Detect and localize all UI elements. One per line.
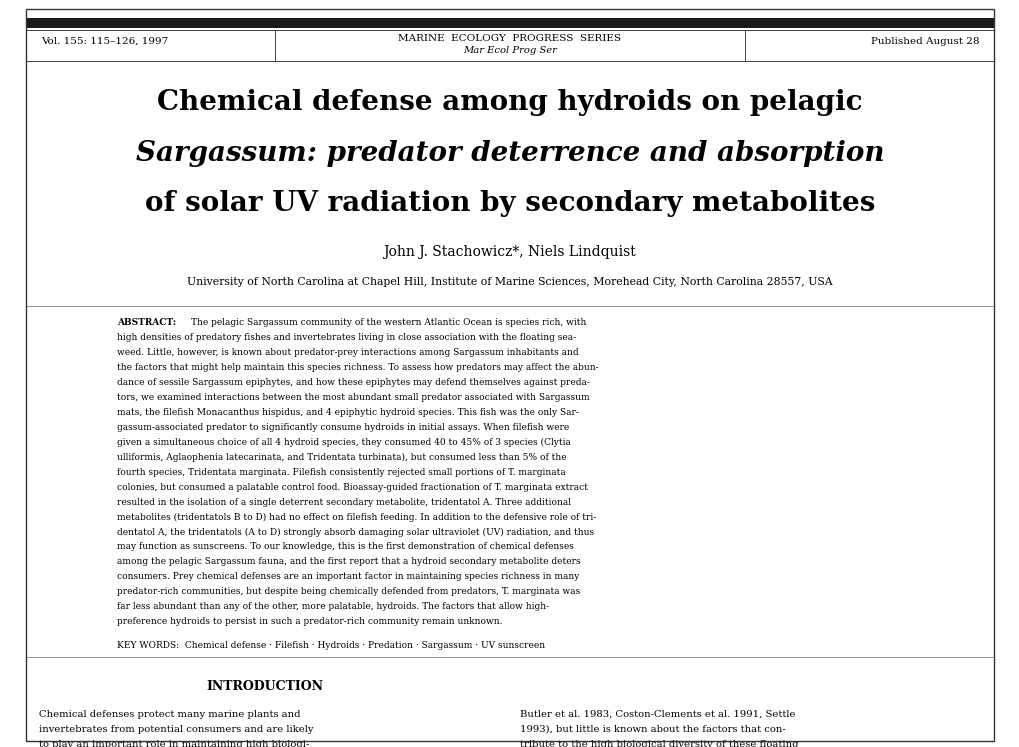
- Text: ulliformis, Aglaophenia latecarinata, and Tridentata turbinata), but consumed le: ulliformis, Aglaophenia latecarinata, an…: [117, 453, 567, 462]
- Text: weed. Little, however, is known about predator-prey interactions among Sargassum: weed. Little, however, is known about pr…: [117, 348, 579, 357]
- Text: Sargassum: predator deterrence and absorption: Sargassum: predator deterrence and absor…: [136, 140, 883, 167]
- Text: resulted in the isolation of a single deterrent secondary metabolite, tridentato: resulted in the isolation of a single de…: [117, 498, 571, 506]
- Text: the factors that might help maintain this species richness. To assess how predat: the factors that might help maintain thi…: [117, 363, 598, 372]
- Text: may function as sunscreens. To our knowledge, this is the first demonstration of: may function as sunscreens. To our knowl…: [117, 542, 574, 551]
- Text: dentatol A, the tridentatols (A to D) strongly absorb damaging solar ultraviolet: dentatol A, the tridentatols (A to D) st…: [117, 527, 594, 536]
- Text: mats, the filefish Monacanthus hispidus, and 4 epiphytic hydroid species. This f: mats, the filefish Monacanthus hispidus,…: [117, 408, 579, 417]
- Text: gassum-associated predator to significantly consume hydroids in initial assays. : gassum-associated predator to significan…: [117, 423, 569, 432]
- Text: dance of sessile Sargassum epiphytes, and how these epiphytes may defend themsel: dance of sessile Sargassum epiphytes, an…: [117, 378, 590, 387]
- Text: given a simultaneous choice of all 4 hydroid species, they consumed 40 to 45% of: given a simultaneous choice of all 4 hyd…: [117, 438, 571, 447]
- Text: high densities of predatory fishes and invertebrates living in close association: high densities of predatory fishes and i…: [117, 333, 576, 342]
- Text: colonies, but consumed a palatable control food. Bioassay-guided fractionation o: colonies, but consumed a palatable contr…: [117, 483, 588, 492]
- Text: INTRODUCTION: INTRODUCTION: [207, 680, 323, 692]
- Text: far less abundant than any of the other, more palatable, hydroids. The factors t: far less abundant than any of the other,…: [117, 602, 549, 611]
- Text: John J. Stachowicz*, Niels Lindquist: John J. Stachowicz*, Niels Lindquist: [383, 246, 636, 259]
- Text: ABSTRACT:: ABSTRACT:: [117, 318, 176, 327]
- FancyBboxPatch shape: [25, 18, 994, 28]
- Text: 1993), but little is known about the factors that con-: 1993), but little is known about the fac…: [520, 725, 786, 734]
- Text: metabolites (tridentatols B to D) had no effect on filefish feeding. In addition: metabolites (tridentatols B to D) had no…: [117, 512, 596, 521]
- Text: MARINE  ECOLOGY  PROGRESS  SERIES: MARINE ECOLOGY PROGRESS SERIES: [398, 34, 621, 43]
- Text: Vol. 155: 115–126, 1997: Vol. 155: 115–126, 1997: [41, 37, 168, 46]
- Text: among the pelagic Sargassum fauna, and the first report that a hydroid secondary: among the pelagic Sargassum fauna, and t…: [117, 557, 581, 566]
- Text: fourth species, Tridentata marginata. Filefish consistently rejected small porti: fourth species, Tridentata marginata. Fi…: [117, 468, 566, 477]
- Text: Mar Ecol Prog Ser: Mar Ecol Prog Ser: [463, 46, 556, 55]
- Text: tribute to the high biological diversity of these floating: tribute to the high biological diversity…: [520, 740, 798, 747]
- Text: The pelagic Sargassum community of the western Atlantic Ocean is species rich, w: The pelagic Sargassum community of the w…: [191, 318, 586, 327]
- Text: Published August 28: Published August 28: [870, 37, 978, 46]
- Text: of solar UV radiation by secondary metabolites: of solar UV radiation by secondary metab…: [145, 190, 874, 217]
- Text: predator-rich communities, but despite being chemically defended from predators,: predator-rich communities, but despite b…: [117, 587, 580, 596]
- Text: tors, we examined interactions between the most abundant small predator associat: tors, we examined interactions between t…: [117, 393, 589, 402]
- Text: Chemical defenses protect many marine plants and: Chemical defenses protect many marine pl…: [39, 710, 300, 719]
- Text: preference hydroids to persist in such a predator-rich community remain unknown.: preference hydroids to persist in such a…: [117, 617, 502, 626]
- Text: consumers. Prey chemical defenses are an important factor in maintaining species: consumers. Prey chemical defenses are an…: [117, 572, 579, 581]
- Text: to play an important role in maintaining high biologi-: to play an important role in maintaining…: [39, 740, 309, 747]
- Text: Chemical defense among hydroids on pelagic: Chemical defense among hydroids on pelag…: [157, 89, 862, 116]
- Text: invertebrates from potential consumers and are likely: invertebrates from potential consumers a…: [39, 725, 313, 734]
- Text: KEY WORDS:  Chemical defense · Filefish · Hydroids · Predation · Sargassum · UV : KEY WORDS: Chemical defense · Filefish ·…: [117, 641, 545, 650]
- Text: University of North Carolina at Chapel Hill, Institute of Marine Sciences, Moreh: University of North Carolina at Chapel H…: [187, 277, 832, 288]
- Text: Butler et al. 1983, Coston-Clements et al. 1991, Settle: Butler et al. 1983, Coston-Clements et a…: [520, 710, 795, 719]
